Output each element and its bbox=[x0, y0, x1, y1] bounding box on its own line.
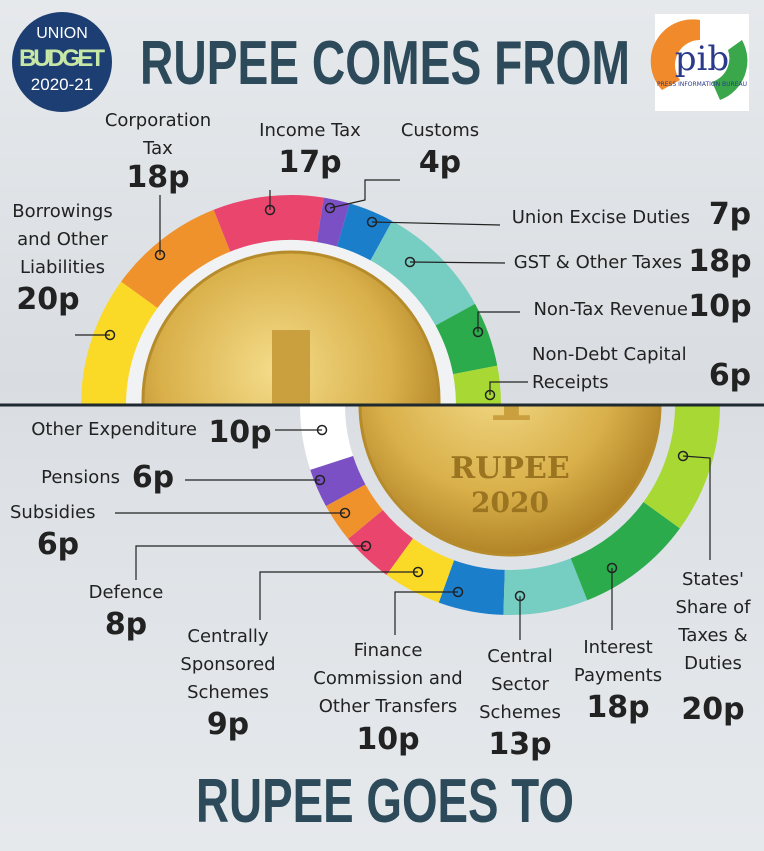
donut-segment bbox=[81, 281, 158, 405]
category-label: Non-Debt Capital Receipts bbox=[532, 344, 687, 393]
logo-art bbox=[650, 19, 700, 90]
badge-text: BUDGET bbox=[19, 45, 105, 72]
leader-line bbox=[477, 311, 520, 332]
value-label: 18p bbox=[126, 160, 190, 195]
leader-dot bbox=[677, 450, 689, 462]
leader-dot bbox=[472, 326, 484, 338]
leader-dot bbox=[360, 540, 372, 552]
badge bbox=[12, 12, 112, 112]
value-label: 8p bbox=[104, 607, 148, 642]
leader-line bbox=[394, 591, 458, 635]
value-label: 20p bbox=[681, 692, 745, 727]
logo-art bbox=[712, 40, 748, 100]
coin-text: 1 bbox=[482, 345, 538, 439]
leader-dot bbox=[339, 507, 351, 519]
donut-segment bbox=[310, 455, 366, 507]
donut-segment bbox=[325, 484, 383, 539]
leader-dot bbox=[514, 590, 526, 602]
value-label: 17p bbox=[278, 145, 342, 180]
donut-segment bbox=[121, 209, 231, 309]
category-label: Borrowings and Other Liabilities bbox=[12, 201, 113, 278]
leader-dot bbox=[314, 474, 326, 486]
coin-bottom: 1 RUPEE 2020 bbox=[358, 345, 662, 557]
category-label: Pensions bbox=[41, 467, 120, 488]
donut-segment bbox=[643, 405, 720, 529]
donut-segment bbox=[300, 405, 354, 470]
value-label: 7p bbox=[708, 197, 752, 232]
leader-dot bbox=[104, 329, 116, 341]
donut-segment bbox=[370, 220, 476, 326]
value-label: 18p bbox=[688, 244, 752, 279]
logo-sub: PRESS INFORMATION BUREAU bbox=[657, 81, 747, 88]
category-label: Corporation Tax bbox=[104, 110, 212, 159]
leader-line bbox=[259, 571, 418, 620]
coin-art bbox=[272, 330, 310, 405]
leader-dot bbox=[484, 389, 496, 401]
title: RUPEE COMES FROM bbox=[140, 29, 630, 98]
value-label: 9p bbox=[206, 707, 250, 742]
leader-line bbox=[682, 455, 711, 560]
donut-segment bbox=[570, 501, 680, 601]
donut-segment bbox=[435, 303, 498, 375]
value-label: 10p bbox=[356, 722, 420, 757]
leader-dot bbox=[452, 586, 464, 598]
leader-line bbox=[409, 261, 506, 264]
category-label: GST & Other Taxes bbox=[513, 252, 682, 273]
leader-line bbox=[135, 545, 366, 580]
badge-text: UNION bbox=[36, 25, 88, 42]
value-label: 4p bbox=[418, 145, 462, 180]
leader-dot bbox=[366, 216, 378, 228]
coin bbox=[358, 405, 662, 557]
value-label: 6p bbox=[131, 460, 175, 495]
value-label: 10p bbox=[688, 289, 752, 324]
title: RUPEE GOES TO bbox=[196, 767, 574, 836]
coin-text: 2020 bbox=[471, 486, 549, 519]
category-label: Customs bbox=[400, 120, 480, 141]
category-label: Subsidies bbox=[10, 502, 96, 523]
badge-text: 2020-21 bbox=[31, 75, 93, 94]
category-label: States' Share of Taxes & Duties bbox=[675, 569, 751, 674]
value-label: 6p bbox=[708, 358, 752, 393]
logo-text: pib bbox=[675, 39, 729, 79]
donut-segment bbox=[438, 560, 505, 615]
category-label: Interest Payments bbox=[573, 637, 663, 686]
category-label: Defence bbox=[88, 582, 164, 603]
category-label: Centrally Sponsored Schemes bbox=[180, 626, 276, 703]
category-label: Union Excise Duties bbox=[511, 207, 690, 228]
category-label: Other Expenditure bbox=[31, 419, 197, 440]
coin bbox=[141, 250, 441, 405]
donut-segment bbox=[453, 365, 501, 405]
donut-segment bbox=[348, 510, 414, 575]
leader-dot bbox=[154, 249, 166, 261]
donut-segment bbox=[316, 197, 350, 247]
value-label: 10p bbox=[208, 415, 272, 450]
value-label: 18p bbox=[586, 690, 650, 725]
donut-segment bbox=[213, 195, 324, 252]
category-label: Finance Commission and Other Transfers bbox=[313, 640, 463, 717]
value-label: 13p bbox=[488, 727, 552, 762]
category-label: Non-Tax Revenue bbox=[533, 299, 688, 320]
leader-dot bbox=[264, 204, 276, 216]
coin-text: RUPEE bbox=[450, 451, 569, 486]
leader-line bbox=[371, 221, 501, 226]
donut-segment bbox=[503, 558, 588, 615]
leader-dot bbox=[404, 256, 416, 268]
category-label: Central Sector Schemes bbox=[479, 646, 561, 723]
donut-segment bbox=[337, 203, 393, 261]
donut-segment bbox=[386, 538, 455, 603]
leader-dot bbox=[324, 202, 336, 214]
value-label: 20p bbox=[16, 282, 80, 317]
leader-dot bbox=[316, 424, 328, 436]
coin-top bbox=[126, 235, 456, 405]
leader-dot bbox=[412, 566, 424, 578]
value-label: 6p bbox=[36, 527, 80, 562]
category-label: Income Tax bbox=[259, 120, 361, 141]
leader-line bbox=[329, 179, 400, 209]
leader-dot bbox=[606, 562, 618, 574]
